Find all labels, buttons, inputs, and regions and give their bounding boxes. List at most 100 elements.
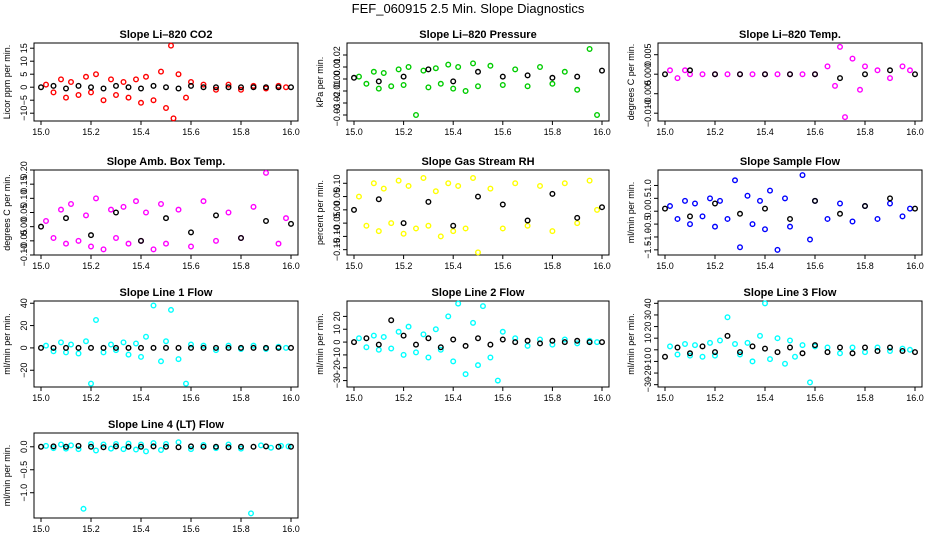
- data-point-all: [437, 346, 444, 353]
- data-point-all: [470, 319, 477, 326]
- data-point-all: [455, 300, 462, 307]
- data-point-avg: [599, 339, 606, 346]
- data-point-all: [120, 78, 127, 85]
- data-point-all: [857, 86, 864, 93]
- x-tick-label: 16.0: [593, 127, 611, 137]
- data-point-avg: [87, 84, 94, 91]
- data-point-avg: [549, 74, 556, 81]
- x-tick-label: 15.6: [182, 261, 200, 271]
- data-point-all: [67, 341, 74, 348]
- data-point-all: [692, 342, 699, 349]
- y-tick-label: 0.10: [19, 190, 29, 208]
- data-point-avg: [112, 443, 119, 450]
- data-point-avg: [200, 84, 207, 91]
- data-point-avg: [75, 344, 82, 351]
- x-tick-label: 16.0: [282, 393, 300, 403]
- data-point-all: [887, 75, 894, 82]
- data-point-avg: [375, 78, 382, 85]
- data-point-all: [832, 82, 839, 89]
- panel-3: Slope Li–820 Temp. degrees C per min. 15.0…: [626, 29, 924, 137]
- data-point-all: [395, 328, 402, 335]
- panel-8: Slope Line 2 Flow ml/min per min. 15.0 15.2…: [315, 287, 611, 403]
- data-point-all: [137, 353, 144, 360]
- data-point-all: [112, 234, 119, 241]
- data-point-all: [162, 441, 169, 448]
- data-point-all: [687, 352, 694, 359]
- data-point-all: [150, 246, 157, 253]
- data-point-avg: [512, 339, 519, 346]
- y-tick-label: −0.005: [643, 80, 653, 108]
- data-point-all: [107, 206, 114, 213]
- data-point-all: [887, 347, 894, 354]
- data-point-all: [50, 89, 57, 96]
- plot-frame: [33, 169, 299, 256]
- data-point-all: [712, 352, 719, 359]
- data-point-avg: [38, 223, 45, 230]
- data-point-all: [561, 336, 568, 343]
- data-point-avg: [887, 67, 894, 74]
- data-point-all: [275, 240, 282, 247]
- x-tick-label: 15.8: [544, 393, 562, 403]
- data-point-avg: [413, 341, 420, 348]
- data-point-all: [250, 203, 257, 210]
- data-point-all: [574, 86, 581, 93]
- y-tick-label: 0.02: [332, 46, 342, 64]
- data-point-avg: [524, 337, 531, 344]
- x-tick-label: 15.0: [656, 127, 674, 137]
- data-point-all: [682, 197, 689, 204]
- data-point-all: [524, 342, 531, 349]
- y-axis-label: ml/min per min.: [315, 313, 325, 375]
- data-point-all: [58, 339, 65, 346]
- data-point-avg: [375, 196, 382, 203]
- data-point-avg: [263, 217, 270, 224]
- data-point-all: [125, 240, 132, 247]
- y-tick-label: 0.0: [19, 441, 29, 454]
- data-point-all: [432, 65, 439, 72]
- y-tick-label: 40: [643, 298, 653, 308]
- data-point-all: [355, 73, 362, 80]
- data-point-all: [792, 353, 799, 360]
- data-point-avg: [749, 343, 756, 350]
- y-tick-label: −30: [332, 373, 342, 388]
- data-point-all: [717, 197, 724, 204]
- data-point-all: [586, 46, 593, 53]
- data-point-all: [142, 209, 149, 216]
- data-point-all: [799, 342, 806, 349]
- data-point-avg: [574, 337, 581, 344]
- y-tick-label: 0.05: [19, 204, 29, 222]
- x-tick-label: 15.2: [395, 393, 413, 403]
- data-point-all: [100, 441, 107, 448]
- data-point-all: [420, 331, 427, 338]
- data-point-all: [420, 67, 427, 74]
- data-point-avg: [450, 336, 457, 343]
- data-point-avg: [662, 71, 669, 78]
- y-tick-label: 0.15: [19, 175, 29, 193]
- data-point-avg: [787, 344, 794, 351]
- data-point-all: [561, 68, 568, 75]
- data-point-avg: [212, 212, 219, 219]
- data-point-all: [182, 94, 189, 101]
- data-point-all: [112, 441, 119, 448]
- data-point-all: [787, 337, 794, 344]
- y-axis-label: degrees C per min.: [2, 174, 12, 251]
- panel-10: Slope Line 4 (LT) Flow ml/min per min. 15.…: [2, 419, 300, 534]
- data-point-avg: [762, 205, 769, 212]
- y-tick-label: −1.0: [643, 228, 653, 246]
- data-point-all: [782, 360, 789, 367]
- data-point-avg: [212, 84, 219, 91]
- plot-title: Slope Line 3 Flow: [744, 287, 837, 299]
- data-point-avg: [862, 71, 869, 78]
- data-point-all: [380, 69, 387, 76]
- data-point-all: [175, 71, 182, 78]
- data-point-all: [250, 342, 257, 349]
- x-tick-label: 15.6: [494, 393, 512, 403]
- data-point-all: [162, 104, 169, 111]
- data-point-all: [849, 344, 856, 351]
- data-point-all: [132, 340, 139, 347]
- x-tick-label: 15.0: [32, 261, 50, 271]
- data-point-avg: [288, 344, 295, 351]
- data-point-all: [283, 215, 290, 222]
- data-point-all: [757, 332, 764, 339]
- y-tick-label: −0.5: [643, 215, 653, 233]
- data-point-all: [537, 336, 544, 343]
